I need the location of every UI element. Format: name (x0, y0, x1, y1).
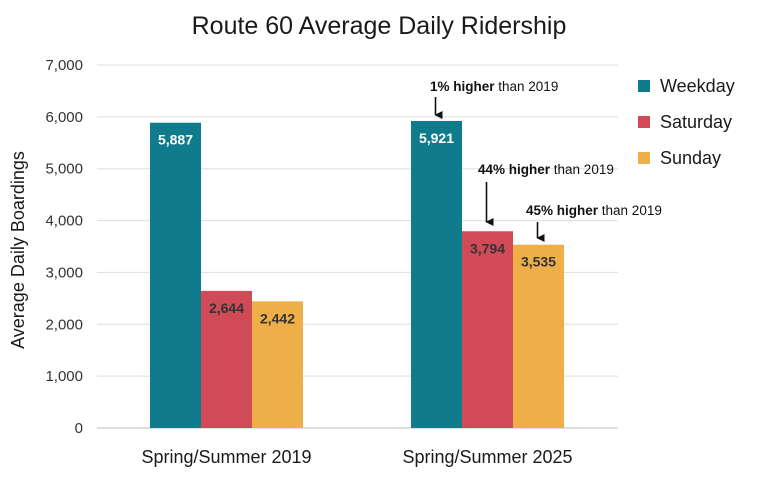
legend-swatch-weekday (638, 80, 650, 92)
annotation-text: 45% higher than 2019 (526, 203, 662, 218)
y-tick-label: 2,000 (45, 316, 83, 333)
annotation-text: 1% higher than 2019 (430, 79, 558, 94)
y-tick-label: 6,000 (45, 109, 83, 126)
legend-label-weekday: Weekday (660, 76, 735, 96)
chart-title: Route 60 Average Daily Ridership (192, 12, 567, 40)
bar-weekday-1 (411, 120, 462, 428)
data-label: 3,535 (521, 254, 556, 270)
data-label: 2,442 (260, 310, 295, 326)
bar-weekday-0 (150, 122, 201, 428)
y-axis-label: Average Daily Boardings (8, 151, 28, 349)
data-labels: 5,887 2,644 2,442 5,921 3,794 3,535 (158, 130, 556, 326)
x-category-label: Spring/Summer 2025 (402, 447, 572, 467)
y-tick-label: 3,000 (45, 264, 83, 281)
legend-swatch-saturday (638, 116, 650, 128)
bar-saturday-0 (201, 290, 252, 428)
x-axis-categories: Spring/Summer 2019 Spring/Summer 2025 (141, 447, 572, 467)
y-tick-label: 1,000 (45, 368, 83, 385)
y-axis-ticks: 0 1,000 2,000 3,000 4,000 5,000 6,000 7,000 (45, 57, 83, 437)
legend-swatch-sunday (638, 152, 650, 164)
legend-label-sunday: Sunday (660, 148, 721, 168)
bar-sunday-1 (513, 244, 564, 428)
x-category-label: Spring/Summer 2019 (141, 447, 311, 467)
annotation-bold: 44% higher (478, 162, 551, 177)
bar-saturday-1 (462, 231, 513, 428)
legend: Weekday Saturday Sunday (638, 76, 735, 168)
data-label: 5,887 (158, 132, 193, 148)
annotation-text: 44% higher than 2019 (478, 162, 614, 177)
data-label: 5,921 (419, 130, 454, 146)
annotation-rest: than 2019 (495, 79, 559, 94)
data-label: 2,644 (209, 300, 244, 316)
y-tick-label: 4,000 (45, 213, 83, 230)
data-label: 3,794 (470, 240, 505, 256)
y-tick-label: 7,000 (45, 57, 83, 74)
bars (150, 120, 564, 428)
y-tick-label: 0 (75, 420, 83, 437)
annotation-rest: than 2019 (598, 203, 662, 218)
y-tick-label: 5,000 (45, 161, 83, 178)
annotation-rest: than 2019 (550, 162, 614, 177)
annotation-bold: 1% higher (430, 79, 495, 94)
annotation-bold: 45% higher (526, 203, 599, 218)
legend-label-saturday: Saturday (660, 112, 732, 132)
bar-sunday-0 (252, 301, 303, 428)
